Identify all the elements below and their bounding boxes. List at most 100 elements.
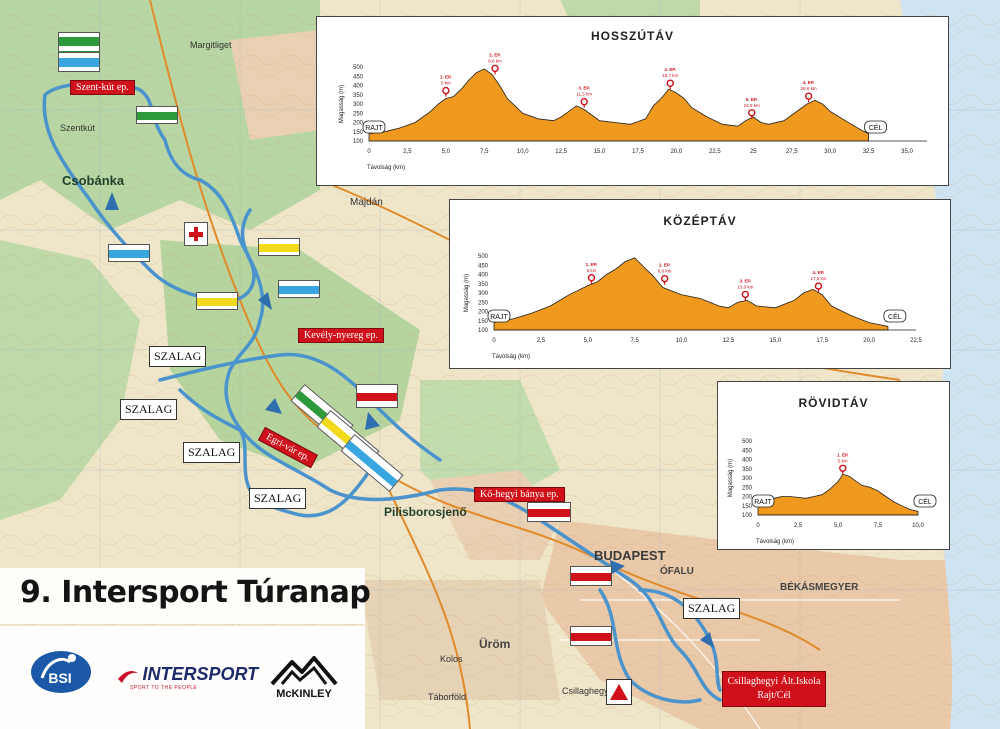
elevation-area — [493, 257, 889, 331]
checkpoint-name: 2. EP. — [659, 263, 671, 268]
place-urom: Üröm — [479, 637, 511, 651]
y-tick-label: 250 — [478, 300, 489, 306]
x-axis-label: Távolság (km) — [367, 165, 405, 171]
trail-marker-red — [570, 626, 612, 646]
event-title: 9. Intersport Túranap — [20, 575, 371, 610]
y-tick-label: 200 — [742, 495, 753, 501]
y-tick-label: 450 — [478, 263, 489, 269]
x-tick-label: 12,5 — [723, 338, 735, 344]
x-tick-label: 35,0 — [901, 149, 913, 155]
x-tick-label: 27,5 — [786, 149, 798, 155]
trail-marker-blue — [108, 244, 150, 262]
x-tick-label: 5,0 — [834, 523, 843, 529]
checkpoint-km: 13,0 km — [737, 284, 753, 289]
x-tick-label: 7,5 — [874, 523, 883, 529]
checkpoint-name: 2. EP. — [489, 52, 501, 57]
elevation-chart-hosszu: 100 150 200 250 300 350 400 450 500 Magasság (m) 0… — [339, 52, 927, 171]
trail-marker-red-cross — [184, 222, 208, 246]
checkpoint-km: 28,6 km — [801, 86, 817, 91]
checkpoint-name: 3. EP. — [739, 278, 751, 283]
y-tick-label: 300 — [353, 102, 364, 108]
y-tick-label: 300 — [742, 476, 753, 482]
x-tick-label: 0 — [756, 523, 760, 529]
x-tick-label: 2,5 — [537, 338, 546, 344]
y-tick-label: 350 — [742, 467, 753, 473]
trail-marker-red — [527, 502, 571, 522]
y-axis-label: Magasság (m) — [339, 85, 345, 123]
start-triangle-icon — [606, 679, 632, 705]
trail-marker-red — [356, 384, 398, 408]
checkpoint-name: 3. EP. — [578, 86, 590, 91]
svg-text:CÉL: CÉL — [869, 123, 883, 132]
checkpoint-kevelynyereg-label: Kevély-nyereg ep. — [298, 328, 384, 343]
trail-marker-blue — [278, 280, 320, 298]
x-tick-label: 2,5 — [403, 149, 412, 155]
place-csillaghegy: Csillaghegy — [562, 686, 609, 696]
mckinley-logo-text: McKINLEY — [276, 688, 332, 700]
place-kolos: Kolos — [440, 654, 463, 664]
place-budapest: BUDAPEST — [594, 548, 666, 563]
x-tick-label: 20,0 — [863, 338, 875, 344]
svg-text:CÉL: CÉL — [888, 312, 902, 321]
y-tick-label: 350 — [353, 93, 364, 99]
intersport-logo: INTERSPORT SPORT TO THE PEOPLE — [118, 664, 258, 691]
start-badge: RAJT — [751, 494, 775, 508]
checkpoint-marker: 1. EP.5 km — [837, 452, 849, 475]
title-background — [0, 568, 365, 624]
finish-badge: CÉL — [913, 494, 937, 508]
checkpoint-marker: 2. EP.8,6 km — [658, 263, 672, 285]
svg-text:RAJT: RAJT — [365, 125, 383, 132]
szalag-label: SZALAG — [120, 399, 178, 420]
svg-text:RAJT: RAJT — [490, 314, 508, 321]
checkpoint-name: 4. EP. — [813, 270, 825, 275]
x-tick-label: 20,0 — [671, 149, 683, 155]
elevation-chart-kozep: 100 150 200 250 300 350 400 450 500 Magasság (m) 0… — [464, 254, 922, 360]
y-tick-label: 100 — [353, 139, 364, 145]
start-finish-school: Csillaghegyi Ált.Iskola — [727, 676, 821, 687]
profile-title: RÖVIDTÁV — [798, 396, 869, 410]
checkpoint-name: 4. EP. — [803, 80, 815, 85]
bsi-logo: BSI — [30, 648, 92, 694]
x-axis-label: Távolság (km) — [492, 354, 530, 360]
trail-marker-yellow — [196, 292, 238, 310]
y-tick-label: 350 — [478, 282, 489, 288]
checkpoint-marker: 3. EP.13,0 km — [737, 278, 754, 301]
x-tick-label: 32,5 — [863, 149, 875, 155]
checkpoint-km: 24,9 km — [744, 103, 760, 108]
szalag-label: SZALAG — [683, 598, 741, 619]
trail-marker-red — [570, 566, 612, 586]
checkpoint-km: 5 km — [441, 81, 451, 86]
checkpoint-szentkut-label: Szent-kút ep. — [70, 80, 135, 95]
x-tick-label: 22,5 — [709, 149, 721, 155]
checkpoint-km: 8,6 km — [658, 269, 672, 274]
finish-badge: CÉL — [864, 120, 887, 134]
y-tick-label: 400 — [353, 84, 364, 90]
x-tick-label: 10,0 — [517, 149, 529, 155]
y-tick-label: 300 — [478, 291, 489, 297]
y-axis-label: Magasság (m) — [464, 274, 470, 312]
svg-text:RAJT: RAJT — [754, 499, 772, 506]
checkpoint-name: 1. EP. — [837, 452, 849, 457]
intersport-logo-text: INTERSPORT — [142, 664, 259, 684]
svg-text:CÉL: CÉL — [918, 497, 932, 506]
y-tick-label: 200 — [353, 121, 364, 127]
y-tick-label: 450 — [742, 448, 753, 454]
szalag-label: SZALAG — [149, 346, 207, 367]
checkpoint-km: 11,5 km — [576, 92, 592, 97]
x-tick-label: 17,5 — [816, 338, 828, 344]
place-ofalu: ÓFALU — [660, 566, 694, 577]
y-tick-label: 100 — [478, 328, 489, 334]
route-line — [42, 81, 722, 704]
elevation-area — [368, 68, 869, 142]
start-badge: RAJT — [487, 309, 511, 323]
szalag-label: SZALAG — [249, 488, 307, 509]
y-tick-label: 400 — [742, 458, 753, 464]
profile-panel-kozep: KÖZÉPTÁV 100 150 200 250 300 350 400 450 500 Maga… — [449, 199, 951, 369]
elevation-area — [757, 473, 919, 516]
place-pilisborosjeno: Pilisborosjenő — [384, 505, 467, 519]
y-tick-label: 400 — [478, 273, 489, 279]
checkpoint-marker: 4. EP.28,6 km — [801, 80, 817, 103]
y-tick-label: 200 — [478, 310, 489, 316]
checkpoint-km: 5 km — [587, 268, 597, 273]
place-margitliget: Margitliget — [190, 40, 232, 50]
